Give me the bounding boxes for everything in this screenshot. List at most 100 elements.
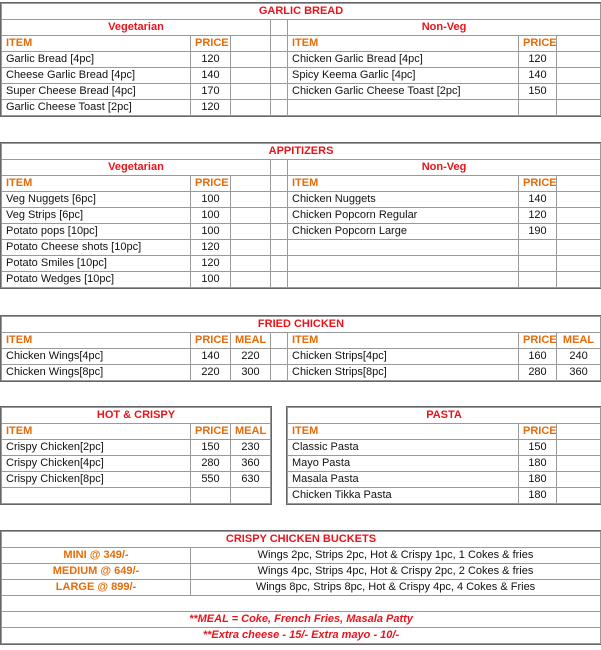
empty-cell <box>270 364 288 381</box>
item-name: Garlic Cheese Toast [2pc] <box>1 99 191 116</box>
column-header-row: ITEM PRICE MEAL ITEM PRICE MEAL <box>1 332 601 349</box>
item-name: Chicken Tikka Pasta <box>287 487 519 504</box>
item-name: Potato pops [10pc] <box>1 223 191 240</box>
column-header-row: ITEM PRICE <box>287 423 601 440</box>
item-price: 280 <box>190 455 231 472</box>
nonveg-heading: Non-Veg <box>286 159 601 176</box>
item-price: 120 <box>190 51 231 68</box>
bucket-contents: Wings 2pc, Strips 2pc, Hot & Crispy 1pc,… <box>190 547 601 564</box>
item-header: ITEM <box>287 332 519 349</box>
section-title: HOT & CRISPY <box>1 407 271 424</box>
table-row: Potato Smiles [10pc] 120 <box>1 255 601 272</box>
meal-price <box>230 487 271 504</box>
table-row: Classic Pasta 150 <box>287 439 601 456</box>
table-row: Veg Strips [6pc] 100 Chicken Popcorn Regul… <box>1 207 601 224</box>
empty-cell <box>270 51 288 68</box>
section-title-row: GARLIC BREAD <box>0 3 601 20</box>
section-title: GARLIC BREAD <box>0 3 601 20</box>
item-price <box>518 255 557 272</box>
item-name: Crispy Chicken[2pc] <box>1 439 191 456</box>
empty-cell <box>270 191 288 208</box>
empty-cell <box>270 175 288 192</box>
empty-cell <box>555 255 601 272</box>
item-price: 140 <box>518 191 557 208</box>
empty-cell <box>270 332 288 349</box>
empty-cell <box>555 35 601 52</box>
table-row: Cheese Garlic Bread [4pc] 140 Spicy Keema … <box>1 67 601 84</box>
item-price <box>190 487 231 504</box>
item-price: 140 <box>190 348 231 365</box>
item-name: Chicken Wings[4pc] <box>1 348 191 365</box>
veg-heading: Vegetarian <box>1 159 271 176</box>
item-price: 140 <box>190 67 231 84</box>
item-name: Veg Nuggets [6pc] <box>1 191 191 208</box>
empty-cell <box>555 223 601 240</box>
subheading-row: Vegetarian Non-Veg <box>1 159 601 176</box>
meal-header: MEAL <box>230 332 271 349</box>
item-name <box>287 255 519 272</box>
section-title-row: PASTA <box>286 407 601 424</box>
price-header: PRICE <box>190 175 231 192</box>
meal-price: 360 <box>555 364 601 381</box>
item-name: Crispy Chicken[4pc] <box>1 455 191 472</box>
price-header: PRICE <box>518 35 557 52</box>
fried-chicken-table: FRIED CHICKEN ITEM PRICE MEAL ITEM PRICE MEAL C… <box>0 315 601 382</box>
section-title-row: APPITIZERS <box>0 143 601 160</box>
table-row: Chicken Tikka Pasta 180 <box>287 487 601 504</box>
nonveg-heading: Non-Veg <box>286 19 601 36</box>
item-name: Chicken Popcorn Regular <box>287 207 519 224</box>
bucket-size-price: LARGE @ 899/- <box>1 579 191 596</box>
note-row: **MEAL = Coke, French Fries, Masala Patt… <box>1 611 601 628</box>
item-header: ITEM <box>287 423 519 440</box>
empty-cell <box>230 67 271 84</box>
empty-cell <box>555 175 601 192</box>
item-header: ITEM <box>287 175 519 192</box>
table-row: Chicken Wings[4pc] 140 220 Chicken Strips[4… <box>1 348 601 365</box>
empty-cell <box>270 223 288 240</box>
meal-header: MEAL <box>555 332 601 349</box>
column-header-row: ITEM PRICE ITEM PRICE <box>1 175 601 192</box>
table-row: Veg Nuggets [6pc] 100 Chicken Nuggets 140 <box>1 191 601 208</box>
empty-cell <box>270 207 288 224</box>
table-row: Potato Wedges [10pc] 100 <box>1 271 601 288</box>
price-header: PRICE <box>518 332 557 349</box>
item-price <box>518 99 557 116</box>
table-row: Potato pops [10pc] 100 Chicken Popcorn Lar… <box>1 223 601 240</box>
empty-cell <box>555 439 601 456</box>
item-name <box>287 99 519 116</box>
item-name: Potato Wedges [10pc] <box>1 271 191 288</box>
item-name: Chicken Strips[8pc] <box>287 364 519 381</box>
empty-cell <box>230 35 271 52</box>
empty-cell <box>230 83 271 100</box>
item-price: 150 <box>518 83 557 100</box>
item-price: 120 <box>190 255 231 272</box>
item-price <box>518 239 557 256</box>
pasta-table: PASTA ITEM PRICE Classic Pasta 150 Mayo Pasta… <box>285 406 601 505</box>
item-name: Classic Pasta <box>287 439 519 456</box>
empty-cell <box>230 175 271 192</box>
item-price: 170 <box>190 83 231 100</box>
empty-cell <box>270 67 288 84</box>
empty-cell <box>555 99 601 116</box>
item-name: Garlic Bread [4pc] <box>1 51 191 68</box>
item-name: Cheese Garlic Bread [4pc] <box>1 67 191 84</box>
section-title-row: HOT & CRISPY <box>1 407 271 424</box>
item-name <box>287 239 519 256</box>
empty-cell <box>230 271 271 288</box>
table-row: Mayo Pasta 180 <box>287 455 601 472</box>
table-row: Masala Pasta 180 <box>287 471 601 488</box>
empty-cell <box>555 271 601 288</box>
table-row: Chicken Wings[8pc] 220 300 Chicken Strips[8… <box>1 364 601 381</box>
item-header: ITEM <box>1 35 191 52</box>
meal-price: 300 <box>230 364 271 381</box>
table-row: Potato Cheese shots [10pc] 120 <box>1 239 601 256</box>
meal-price: 220 <box>230 348 271 365</box>
appetizers-table: APPITIZERS Vegetarian Non-Veg ITEM PRICE ITEM… <box>0 142 601 289</box>
item-name: Masala Pasta <box>287 471 519 488</box>
empty-cell <box>230 99 271 116</box>
item-price: 180 <box>518 471 557 488</box>
bucket-contents: Wings 4pc, Strips 4pc, Hot & Crispy 2pc,… <box>190 563 601 580</box>
empty-cell <box>555 487 601 504</box>
table-row: Garlic Cheese Toast [2pc] 120 <box>1 99 601 116</box>
item-name: Chicken Popcorn Large <box>287 223 519 240</box>
